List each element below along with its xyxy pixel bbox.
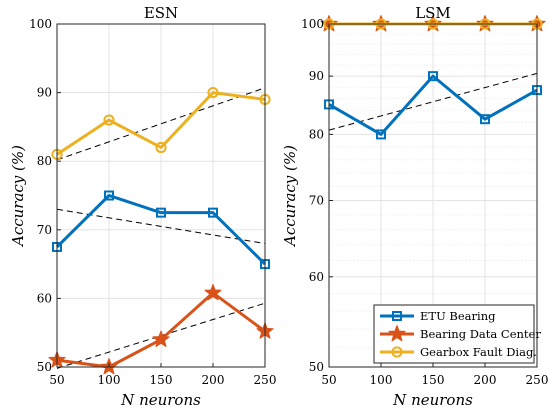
esn-point-gearbox-fault-diag	[207, 87, 219, 99]
legend-item-etu-bearing: ETU Bearing	[380, 309, 496, 323]
esn-x-ticks: 50 100 150 200 250	[49, 363, 276, 387]
lsm-y-tick-label: 90	[309, 69, 324, 83]
lsm-y-tick-label: 100	[301, 17, 324, 31]
esn-y-tick-label: 60	[37, 291, 52, 305]
lsm-x-axis-label: N neurons	[392, 391, 473, 409]
esn-x-tick-label: 150	[150, 373, 173, 387]
lsm-y-tick-label: 70	[309, 193, 324, 207]
esn-series-line-etu-bearing	[55, 194, 267, 266]
lsm-point-etu-bearing	[480, 114, 490, 125]
legend: ETU Bearing Bearing Data Center Gearbox Fa…	[373, 304, 541, 364]
esn-x-tick-label: 200	[202, 373, 225, 387]
lsm-panel: 50 100 150 200 250 50 60 70 80 90 100 LSM N neuro…	[281, 4, 548, 409]
esn-point-etu-bearing	[104, 190, 114, 201]
lsm-x-tick-label: 150	[422, 373, 445, 387]
legend-marker	[388, 325, 406, 342]
esn-point-bearing-data-center	[152, 330, 170, 347]
lsm-y-axis-label: Accuracy (%)	[281, 145, 299, 248]
esn-panel: 50 100 150 200 250 50 60 70 80 90 100 ESN N neuro…	[9, 4, 276, 409]
esn-point-gearbox-fault-diag	[155, 141, 167, 154]
esn-x-tick-label: 100	[98, 373, 121, 387]
legend-label: Gearbox Fault Diag.	[420, 345, 537, 359]
esn-y-tick-label: 80	[37, 154, 52, 168]
esn-y-axis-label: Accuracy (%)	[9, 145, 27, 248]
legend-label: ETU Bearing	[420, 309, 496, 323]
lsm-x-tick-label: 50	[321, 373, 336, 387]
esn-y-tick-label: 90	[37, 86, 52, 100]
esn-x-axis-label: N neurons	[120, 391, 201, 409]
esn-series-line-gearbox-fault-diag	[56, 91, 266, 156]
lsm-y-tick-label: 60	[309, 270, 324, 284]
esn-title: ESN	[144, 4, 178, 22]
lsm-title: LSM	[415, 4, 451, 22]
lsm-point-etu-bearing	[428, 71, 438, 82]
esn-y-ticks: 50 60 70 80 90 100	[29, 17, 61, 374]
esn-y-tick-label: 70	[37, 223, 52, 237]
esn-x-tick-label: 250	[254, 373, 277, 387]
esn-trendline	[56, 302, 266, 369]
esn-x-tick-label: 50	[49, 373, 64, 387]
esn-point-bearing-data-center	[204, 283, 222, 301]
esn-trendline	[56, 87, 266, 161]
lsm-x-tick-label: 100	[370, 373, 393, 387]
legend-marker	[391, 346, 403, 358]
legend-marker	[392, 311, 402, 321]
esn-point-gearbox-fault-diag	[103, 114, 115, 126]
lsm-y-tick-label: 50	[309, 360, 324, 374]
lsm-point-etu-bearing	[376, 129, 386, 140]
esn-trendline	[56, 208, 266, 245]
lsm-series-line-etu-bearing	[328, 74, 538, 136]
esn-trendlines	[56, 87, 266, 369]
legend-item-bearing-data-center: Bearing Data Center	[380, 325, 541, 342]
lsm-y-ticks: 50 60 70 80 90 100	[301, 17, 333, 374]
legend-item-gearbox-fault-diag: Gearbox Fault Diag.	[380, 345, 537, 359]
lsm-x-ticks: 50 100 150 200 250	[321, 363, 548, 387]
esn-y-tick-label: 50	[37, 360, 52, 374]
legend-label: Bearing Data Center	[420, 327, 541, 341]
lsm-y-tick-label: 80	[309, 127, 324, 141]
esn-y-tick-label: 100	[29, 17, 52, 31]
lsm-x-tick-label: 200	[474, 373, 497, 387]
lsm-trendline	[328, 72, 538, 131]
lsm-trendlines	[328, 72, 538, 131]
esn-point-etu-bearing	[208, 207, 218, 218]
lsm-x-tick-label: 250	[526, 373, 549, 387]
esn-point-etu-bearing	[156, 207, 166, 218]
